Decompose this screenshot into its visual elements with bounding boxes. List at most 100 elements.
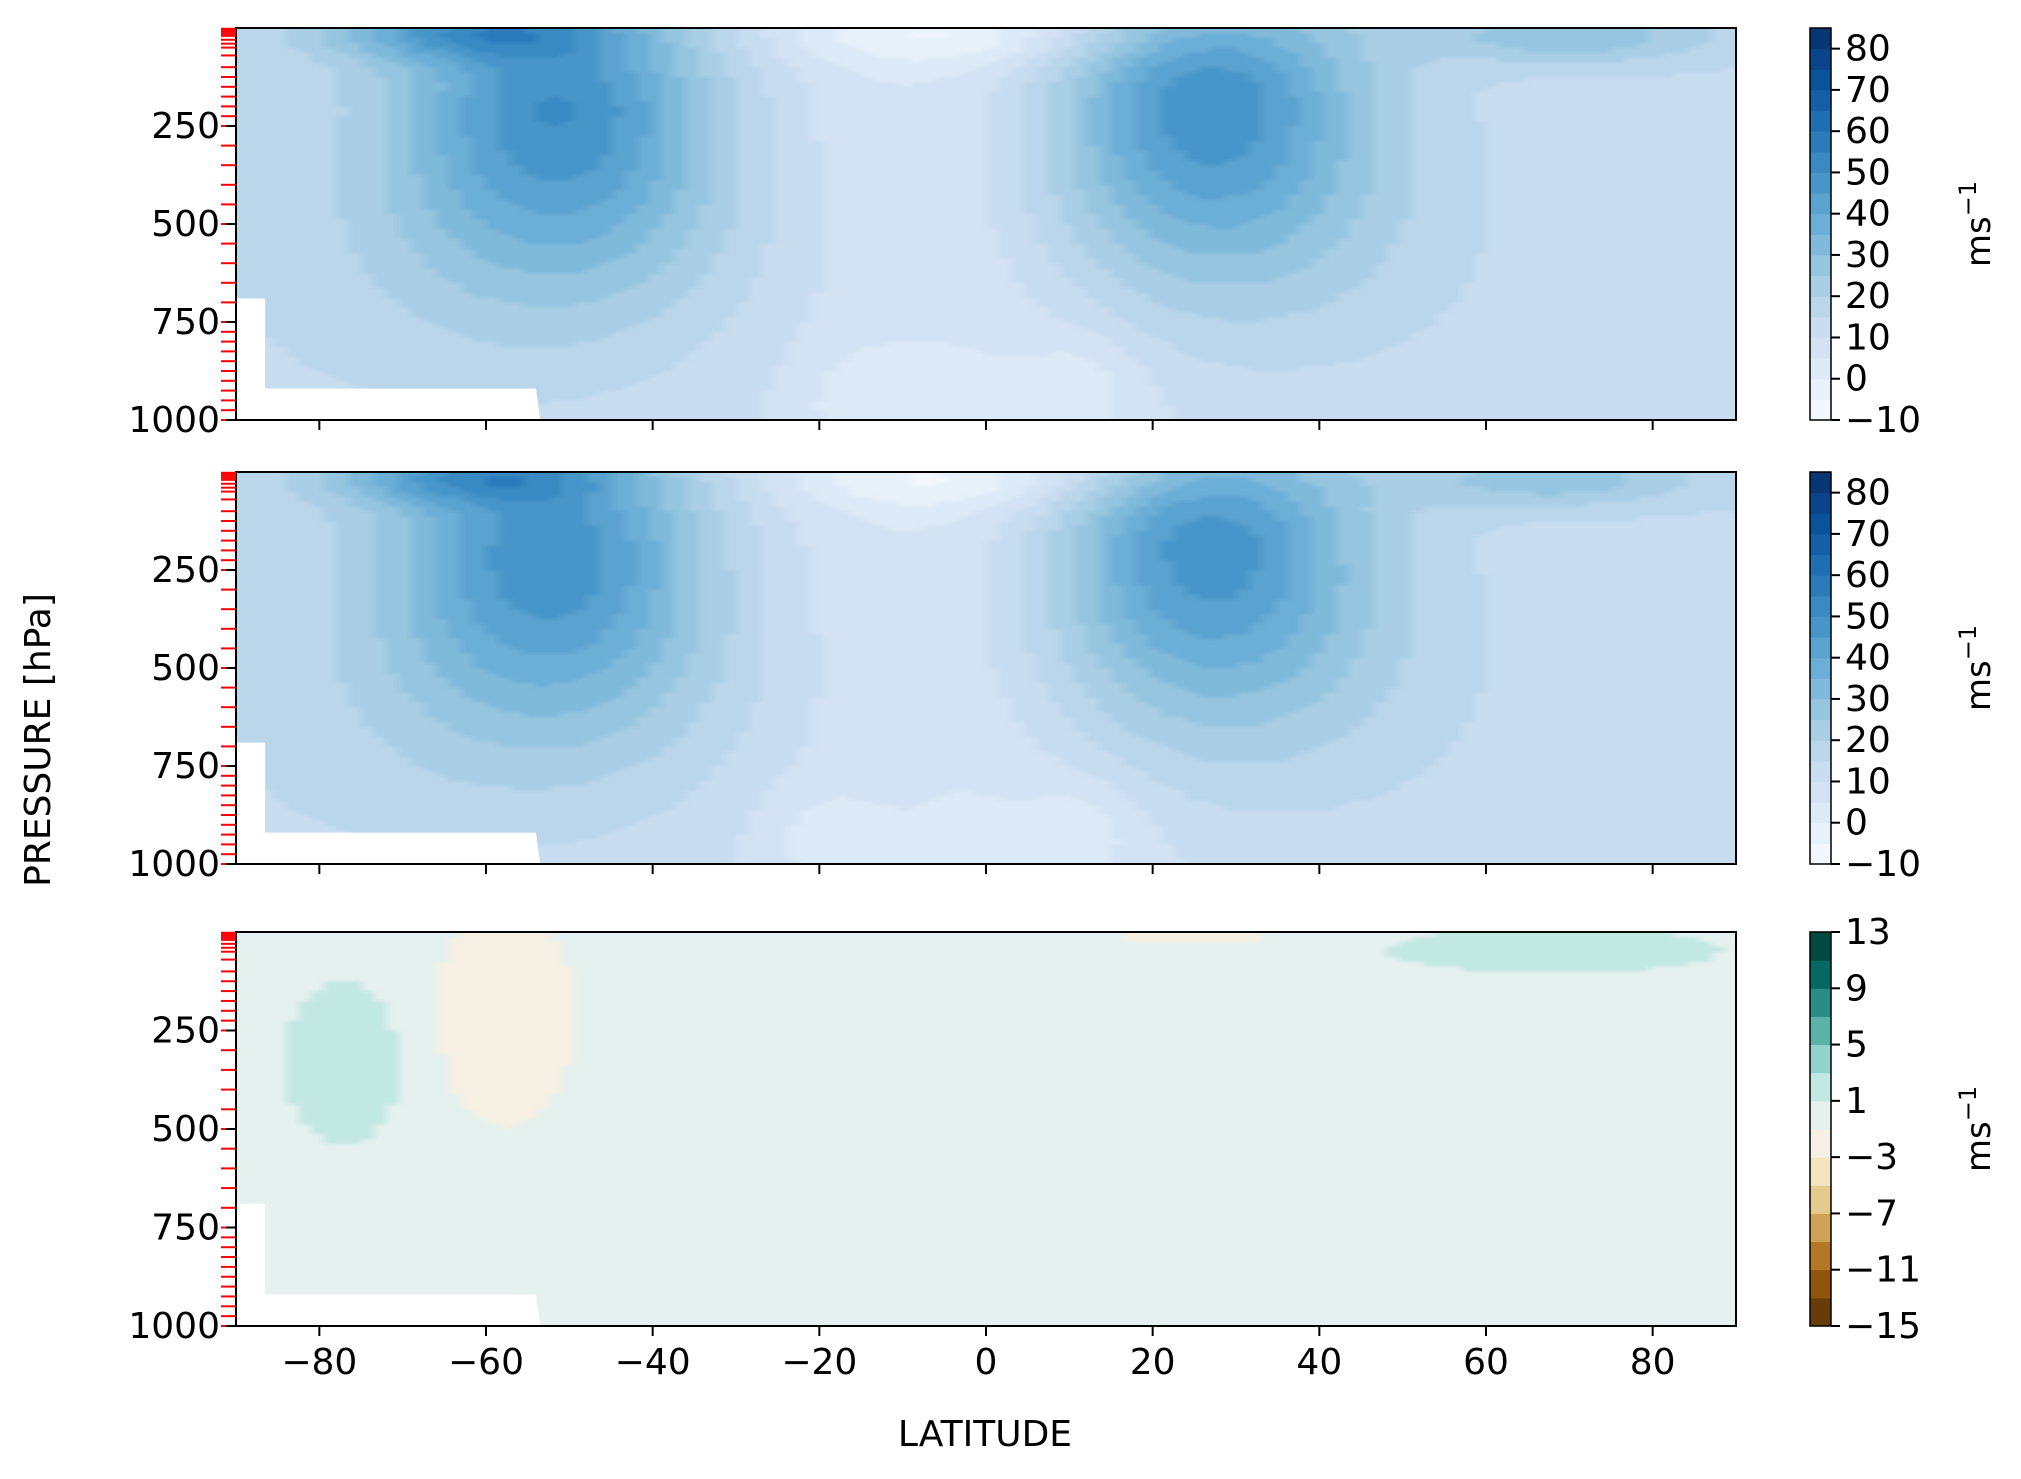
colorbar-segment bbox=[1810, 960, 1831, 989]
colorbar-segment bbox=[1810, 1072, 1831, 1102]
x-tick-label: 0 bbox=[975, 1342, 998, 1383]
colorbar-segment bbox=[1810, 575, 1831, 597]
colorbar-segment bbox=[1810, 554, 1831, 576]
colorbar-segment bbox=[1810, 151, 1831, 173]
colorbar-tick-label: 13 bbox=[1845, 912, 1891, 953]
colorbar-segment bbox=[1810, 399, 1831, 421]
colorbar-segment bbox=[1810, 843, 1831, 865]
contour-field bbox=[236, 472, 1736, 864]
colorbar-tick-label: 10 bbox=[1845, 317, 1891, 358]
colorbar-segment bbox=[1810, 988, 1831, 1017]
colorbar-tick-label: 10 bbox=[1845, 761, 1891, 802]
x-tick-label: −80 bbox=[281, 1342, 357, 1383]
colorbar-tick-label: 9 bbox=[1845, 968, 1868, 1009]
colorbar-tick-label: 70 bbox=[1845, 70, 1891, 111]
colorbar-segment bbox=[1810, 698, 1831, 721]
colorbar-segment bbox=[1810, 1185, 1831, 1214]
colorbar-unit-exponent: −1 bbox=[1954, 625, 1982, 660]
topography-mask bbox=[236, 298, 541, 420]
y-tick-label: 500 bbox=[151, 1109, 220, 1150]
colorbar-segment bbox=[1810, 89, 1831, 112]
colorbar-difference: −15 −11 −7 −3 1 5 9 13 ms−1 bbox=[1809, 912, 1999, 1347]
y-tick-label: 500 bbox=[151, 648, 220, 689]
colorbar-segment bbox=[1810, 131, 1831, 153]
colorbar-segment bbox=[1810, 275, 1831, 297]
colorbar-unit-exponent: −1 bbox=[1954, 181, 1982, 216]
colorbar-segment bbox=[1810, 1129, 1831, 1158]
x-tick-label: 20 bbox=[1130, 1342, 1176, 1383]
colorbar-segment bbox=[1810, 358, 1831, 380]
colorbar-segment bbox=[1810, 781, 1831, 803]
colorbar-segment bbox=[1810, 378, 1831, 400]
colorbar-segment bbox=[1810, 1297, 1831, 1327]
colorbar-segment bbox=[1810, 616, 1831, 638]
colorbar-tick-label: 1 bbox=[1845, 1081, 1868, 1122]
colorbar-segment bbox=[1810, 740, 1831, 762]
colorbar-tick-label: 5 bbox=[1845, 1025, 1868, 1066]
colorbar-tick-label: −7 bbox=[1845, 1193, 1898, 1234]
colorbar-unit-label: ms−1 bbox=[1954, 181, 1999, 267]
colorbar-tick-label: 40 bbox=[1845, 194, 1891, 235]
colorbar-segment bbox=[1810, 637, 1831, 659]
y-tick-label: 250 bbox=[151, 550, 220, 591]
colorbar-tick-label: 20 bbox=[1845, 720, 1891, 761]
x-tick-label: 80 bbox=[1630, 1342, 1676, 1383]
y-tick-label: 750 bbox=[151, 746, 220, 787]
x-tick-label: 40 bbox=[1296, 1342, 1342, 1383]
colorbar-frame bbox=[1809, 27, 1832, 421]
colorbar-tick-label: 80 bbox=[1845, 473, 1891, 514]
colorbar-tick-label: −10 bbox=[1845, 400, 1921, 441]
colorbar-tick-label: −10 bbox=[1845, 844, 1921, 885]
topography-mask bbox=[236, 742, 541, 864]
y-tick-label: 1000 bbox=[128, 844, 220, 885]
colorbar-segment bbox=[1810, 193, 1831, 215]
colorbar-segment bbox=[1810, 1213, 1831, 1243]
colorbar-segment bbox=[1810, 1157, 1831, 1186]
colorbar-segment bbox=[1810, 234, 1831, 256]
colorbar-segment bbox=[1810, 1044, 1831, 1074]
x-tick-label: 60 bbox=[1463, 1342, 1509, 1383]
colorbar-tick-label: 40 bbox=[1845, 638, 1891, 679]
colorbar-segment bbox=[1810, 492, 1831, 514]
colorbar-tick-label: 60 bbox=[1845, 555, 1891, 596]
colorbar-segment bbox=[1810, 1269, 1831, 1299]
colorbar-segment bbox=[1810, 172, 1831, 194]
colorbar-tick-label: −11 bbox=[1845, 1250, 1921, 1291]
colorbar-segment bbox=[1810, 296, 1831, 318]
colorbar-tick-label: 60 bbox=[1845, 111, 1891, 152]
colorbar-tick-label: 50 bbox=[1845, 596, 1891, 637]
colorbar-segment bbox=[1810, 28, 1831, 50]
colorbar-unit-label: ms−1 bbox=[1954, 1086, 1999, 1172]
colorbar-segment bbox=[1810, 932, 1831, 961]
colorbar-tick-label: 0 bbox=[1845, 359, 1868, 400]
colorbar-segment bbox=[1810, 822, 1831, 844]
colorbar-segment bbox=[1810, 48, 1831, 70]
colorbar-segment bbox=[1810, 533, 1831, 556]
colorbar-segment bbox=[1810, 337, 1831, 359]
colorbar-segment bbox=[1810, 254, 1831, 277]
colorbar-tick-label: 20 bbox=[1845, 276, 1891, 317]
colorbar-unit-exponent: −1 bbox=[1954, 1086, 1982, 1121]
x-tick-label: −20 bbox=[781, 1342, 857, 1383]
colorbar-segment bbox=[1810, 760, 1831, 782]
colorbar-tick-label: 50 bbox=[1845, 152, 1891, 193]
colorbar-segment bbox=[1810, 657, 1831, 679]
colorbar-segment bbox=[1810, 595, 1831, 617]
colorbar-tick-label: 30 bbox=[1845, 235, 1891, 276]
colorbar-tick-label: −15 bbox=[1845, 1306, 1921, 1347]
topography-mask bbox=[236, 1203, 541, 1326]
x-tick-label: −40 bbox=[615, 1342, 691, 1383]
colorbar-segment bbox=[1810, 513, 1831, 535]
colorbar-segment bbox=[1810, 213, 1831, 235]
x-axis-label: LATITUDE bbox=[898, 1414, 1072, 1455]
colorbar-frame bbox=[1809, 471, 1832, 865]
colorbar-segment bbox=[1810, 802, 1831, 824]
colorbar-segment bbox=[1810, 472, 1831, 494]
y-tick-label: 750 bbox=[151, 302, 220, 343]
y-tick-label: 250 bbox=[151, 1011, 220, 1052]
colorbar-tick-label: 0 bbox=[1845, 803, 1868, 844]
